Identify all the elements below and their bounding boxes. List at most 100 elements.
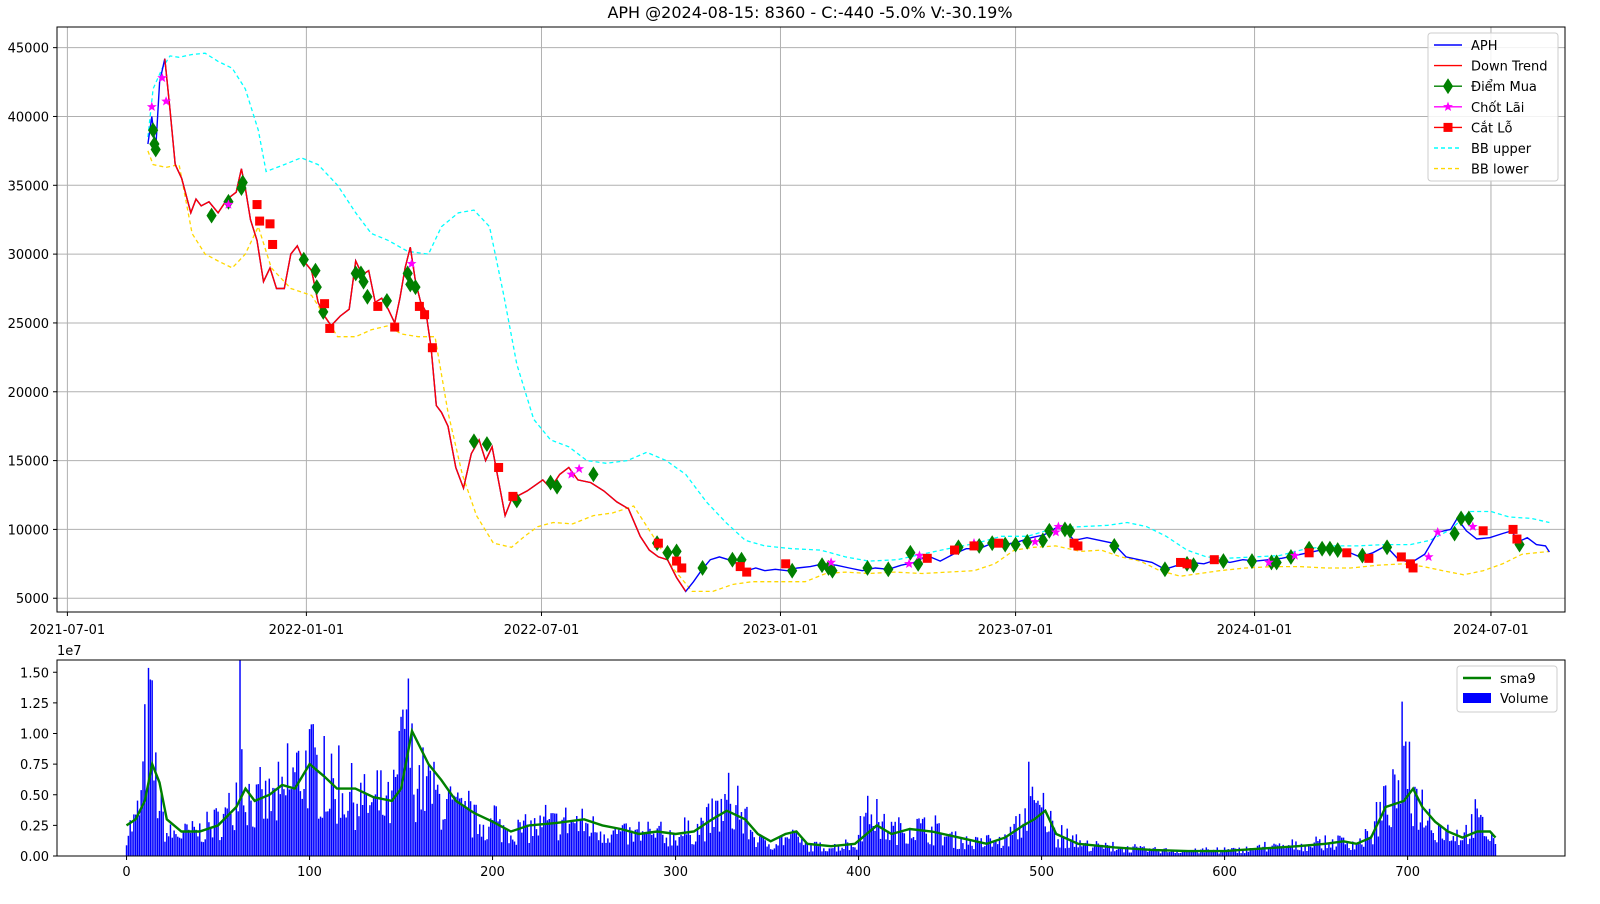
volume-bar [449,786,452,856]
volume-bar [938,823,940,856]
volume-bar [338,745,340,856]
volume-bar [319,816,322,856]
volume-bar [1029,796,1032,856]
volume-bar [907,843,909,856]
volume-bar [634,829,637,856]
buy-marker [1324,540,1335,557]
volume-bar [1463,832,1466,856]
volume-bar [1104,842,1107,856]
volume-bar [808,851,810,856]
volume-bar [294,772,296,856]
stop-loss-marker [1342,548,1352,558]
volume-bar [821,851,823,856]
volume-bar [433,761,435,856]
volume-bar [147,667,150,856]
volume-bar [1436,842,1438,856]
volume-bar [166,833,168,856]
volume-bar [777,845,779,856]
volume-bar [1062,837,1065,856]
volume-bar [347,810,349,856]
volume-bar [1276,845,1279,856]
volume-bar [424,810,426,856]
volume-bar [283,789,285,856]
volume-bar [1434,840,1436,856]
volume-bar [835,851,838,856]
volume-bar [856,849,858,856]
volume-bar [1315,836,1317,856]
volume-bar [1103,848,1105,856]
volume-bar [943,836,946,856]
volume-bar [1494,844,1497,856]
volume-bar [299,791,302,856]
volume-bar [317,818,320,856]
volume-bar [1081,846,1083,856]
volume-bar [158,810,161,856]
volume-bar [1064,848,1067,856]
volume-bar [554,813,556,856]
volume-bar [987,834,990,856]
volume-bar [791,829,794,856]
volume-bar [1134,844,1136,856]
volume-bar [403,728,406,856]
volume-bar [704,841,706,856]
buy-marker [1037,532,1048,549]
buy-marker [148,122,159,139]
take-profit-marker [161,96,172,106]
volume-bar [219,840,221,856]
volume-bar [1033,800,1035,856]
volume-bar [500,842,503,856]
volume-bar [1136,846,1138,856]
volume-bar [685,834,688,856]
volume-bar [292,767,294,856]
volume-bar [1020,837,1023,856]
volume-y-tick-label: 1.25 [20,697,49,712]
volume-bar [1004,834,1006,856]
volume-bar [1106,845,1109,856]
volume-bar [1443,840,1445,856]
volume-bar [199,823,201,856]
volume-bar [398,730,400,856]
price-y-axis: 5000 10000 15000 20000 25000 30000 35000 40000 4… [8,42,57,607]
volume-bar [193,826,195,856]
volume-panel-frame [56,659,1566,857]
volume-bar [418,765,421,856]
take-profit-marker [1467,521,1478,531]
price-y-tick-label: 25000 [8,317,49,332]
volume-bar [1344,844,1347,856]
volume-bar [533,818,536,856]
volume-bar [466,808,468,856]
volume-bar [217,811,219,856]
volume-bar [565,807,567,856]
volume-bar [360,782,362,856]
volume-bar [316,754,318,856]
volume-bar [1024,808,1026,856]
volume-bar [892,825,895,856]
volume-bar [663,843,666,856]
volume-bar [1384,785,1387,856]
volume-bar [330,753,333,856]
price-y-tick-label: 20000 [8,386,49,401]
volume-bar [601,842,604,856]
take-profit-marker [826,557,837,567]
volume-bar [131,831,133,856]
volume-bar [1337,835,1339,856]
volume-bar [435,789,437,856]
volume-bar [762,836,765,856]
stop-loss-marker [420,310,430,320]
stop-loss-marker [781,559,791,569]
volume-bar [1469,838,1471,856]
volume-bar [1214,851,1217,856]
buy-marker [588,466,599,483]
volume-bar [1427,820,1429,856]
volume-bar [1395,808,1398,856]
volume-bar [596,832,598,856]
volume-bar [1114,851,1116,856]
volume-bar [722,821,724,856]
volume-bar [197,836,199,856]
buy-marker [883,561,894,578]
volume-bar [1399,803,1402,856]
stop-loss-marker [1396,552,1406,562]
volume-bar [1176,850,1178,856]
volume-bar [1130,852,1132,856]
volume-bar [425,776,428,856]
